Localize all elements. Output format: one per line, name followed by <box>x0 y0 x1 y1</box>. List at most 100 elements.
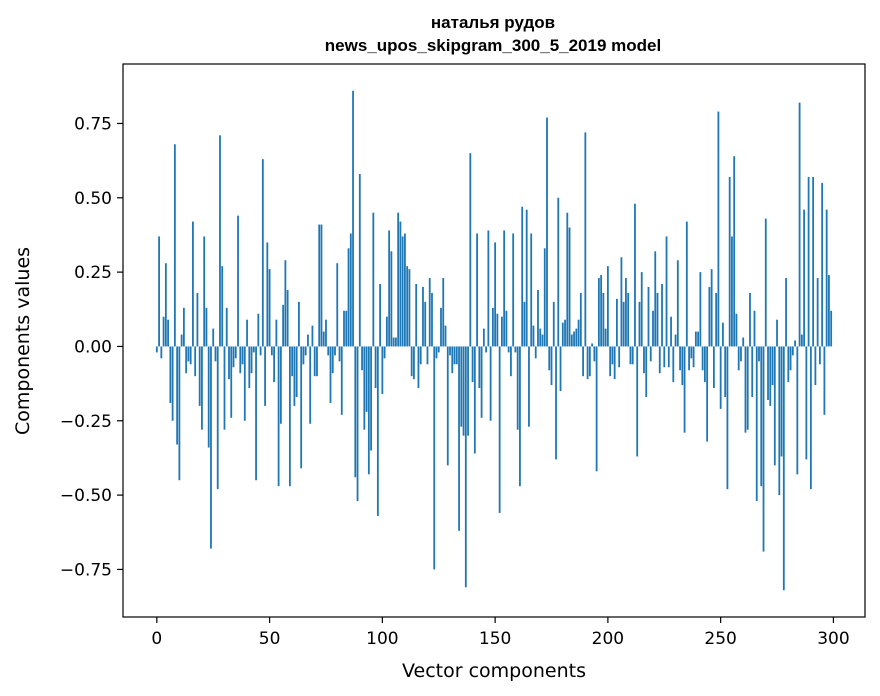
bar <box>539 328 542 347</box>
bar <box>654 251 657 347</box>
bar <box>223 346 226 430</box>
bar <box>196 292 199 347</box>
bar <box>776 319 778 347</box>
bar <box>681 346 684 386</box>
bar <box>237 215 239 347</box>
bar <box>473 346 476 454</box>
bar <box>155 346 158 353</box>
bar <box>422 286 424 347</box>
bar <box>270 346 273 356</box>
bar <box>415 284 418 347</box>
bar <box>643 346 645 374</box>
bar <box>676 260 679 347</box>
bar <box>758 346 760 362</box>
bar <box>239 346 242 374</box>
bar <box>800 334 803 347</box>
bar <box>523 301 526 347</box>
bar <box>390 251 393 347</box>
bar <box>697 331 699 347</box>
bar <box>458 346 460 531</box>
bar <box>778 346 781 496</box>
bar <box>807 176 810 347</box>
bar <box>318 224 321 347</box>
bar <box>500 316 503 347</box>
bar <box>273 346 275 383</box>
bar <box>519 346 521 487</box>
bar <box>367 346 370 475</box>
bar <box>667 346 670 368</box>
bar <box>685 221 688 347</box>
bar <box>385 316 388 347</box>
bar <box>652 310 654 347</box>
bar <box>241 346 244 365</box>
bar <box>383 346 386 359</box>
plot-frame <box>122 63 866 618</box>
bar <box>176 346 179 445</box>
y-axis-label: Components values <box>12 247 34 435</box>
bar <box>809 346 812 490</box>
bar <box>663 346 666 368</box>
bar <box>329 346 332 403</box>
bar <box>298 301 300 347</box>
bar <box>636 346 639 457</box>
bar <box>591 343 593 347</box>
bar <box>715 292 718 347</box>
bar <box>476 233 478 347</box>
bar <box>496 313 499 347</box>
bar <box>178 346 181 481</box>
bar <box>340 346 343 415</box>
bar <box>516 346 519 430</box>
bar <box>417 346 420 389</box>
bar <box>769 346 772 406</box>
bar <box>232 346 235 368</box>
bar <box>690 346 693 359</box>
bar <box>440 307 442 347</box>
bar <box>252 346 255 353</box>
bar <box>205 307 208 347</box>
bar <box>634 203 636 347</box>
bar <box>376 346 379 516</box>
bar <box>830 310 833 347</box>
bar <box>543 248 546 347</box>
bar <box>264 346 266 406</box>
bar <box>322 331 325 347</box>
y-tick-label: 0.50 <box>74 189 112 209</box>
bar <box>309 346 312 424</box>
bar <box>505 310 508 347</box>
bar <box>606 266 609 347</box>
bar <box>171 346 174 421</box>
bar <box>631 346 634 365</box>
x-tick-label: 200 <box>592 629 624 649</box>
bar <box>805 346 808 460</box>
bar <box>746 346 749 430</box>
bar <box>210 346 212 549</box>
bar <box>575 328 578 347</box>
bar <box>814 346 817 386</box>
bar <box>645 346 648 397</box>
x-axis-label: Vector components <box>402 660 586 682</box>
bar <box>162 316 165 347</box>
bar <box>392 337 395 347</box>
bar <box>480 346 483 418</box>
bar <box>325 319 327 347</box>
bar <box>731 236 733 347</box>
bar <box>555 346 557 460</box>
bar <box>446 346 449 466</box>
bar <box>435 346 438 359</box>
bar <box>735 313 738 347</box>
bar <box>462 346 465 436</box>
x-tick-label: 0 <box>151 629 162 649</box>
bar <box>595 346 598 472</box>
bar <box>363 346 366 430</box>
bar <box>167 319 169 347</box>
bar <box>656 292 659 347</box>
bar <box>320 224 323 347</box>
bar <box>491 307 494 347</box>
bar <box>356 346 359 502</box>
bar <box>699 272 702 347</box>
bar <box>169 346 172 403</box>
bar <box>588 346 591 377</box>
bar <box>780 346 783 457</box>
bar <box>577 319 580 347</box>
